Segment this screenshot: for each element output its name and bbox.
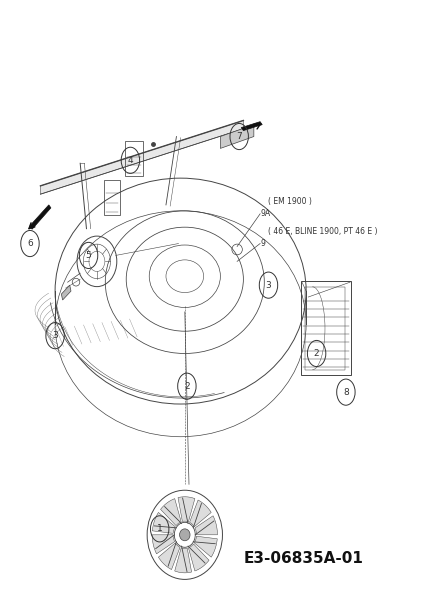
Text: 5: 5: [86, 251, 92, 260]
Polygon shape: [241, 122, 262, 131]
Polygon shape: [188, 544, 209, 571]
Text: 3: 3: [52, 331, 58, 340]
Polygon shape: [152, 535, 175, 554]
Polygon shape: [159, 543, 180, 569]
Polygon shape: [161, 499, 181, 526]
Polygon shape: [152, 512, 175, 533]
Text: 1: 1: [157, 524, 162, 533]
Text: 2: 2: [184, 382, 190, 391]
Text: 3: 3: [265, 281, 271, 290]
Polygon shape: [194, 536, 217, 557]
Text: 9A: 9A: [260, 209, 270, 218]
Text: 6: 6: [27, 239, 33, 248]
Polygon shape: [195, 516, 218, 535]
Polygon shape: [178, 497, 195, 522]
Polygon shape: [190, 500, 211, 527]
Polygon shape: [30, 205, 51, 229]
Text: E3-06835A-01: E3-06835A-01: [244, 551, 364, 566]
Polygon shape: [175, 548, 192, 573]
Text: ( EM 1900 ): ( EM 1900 ): [268, 197, 312, 206]
Text: 9: 9: [260, 239, 265, 248]
Text: ( 46 E, BLINE 1900, PT 46 E ): ( 46 E, BLINE 1900, PT 46 E ): [268, 227, 378, 236]
Ellipse shape: [180, 529, 190, 541]
Text: 8: 8: [343, 388, 349, 397]
Text: 2: 2: [314, 349, 319, 358]
Polygon shape: [40, 121, 243, 194]
Text: 4: 4: [128, 156, 133, 165]
Polygon shape: [220, 125, 254, 148]
Polygon shape: [61, 285, 71, 300]
Text: 7: 7: [236, 132, 242, 141]
